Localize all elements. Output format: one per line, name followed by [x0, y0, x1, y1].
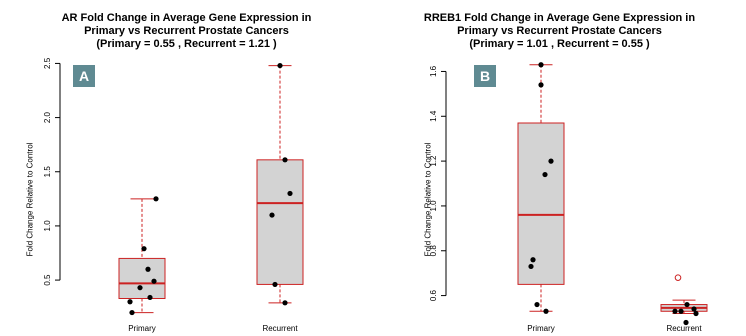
y-tick-label: 2.5 [43, 57, 52, 69]
chart-plot-a: 0.5 1.0 1.5 2.0 2.5 Primary Recurrent [43, 57, 304, 333]
data-point [269, 212, 275, 218]
data-point [684, 301, 690, 308]
y-tick-label: 1.2 [429, 155, 438, 167]
data-point [528, 263, 534, 270]
title-line-2: Primary vs Recurrent Prostate Cancers [457, 25, 662, 37]
data-point [538, 82, 544, 88]
y-tick-label: 0.6 [429, 289, 438, 301]
data-point [534, 301, 540, 308]
data-point [287, 190, 293, 197]
data-point [530, 257, 536, 263]
data-point [678, 308, 684, 314]
panel-label-b: B [474, 65, 496, 87]
data-point [282, 157, 288, 163]
data-point [272, 281, 278, 288]
y-tick-label: 1.0 [429, 200, 438, 212]
x-category-label: Primary [527, 324, 555, 333]
data-point [282, 300, 288, 306]
data-point [693, 310, 699, 317]
box-iqr [256, 159, 304, 285]
y-axis-label-b: Fold Change Relative to Control [423, 142, 433, 257]
data-point [129, 309, 135, 316]
chart-plot-b: 0.6 0.8 1.0 1.2 1.4 1.6 Primary Recurrent [429, 62, 708, 333]
y-tick-label: 1.5 [43, 166, 52, 178]
x-category-label: Primary [128, 324, 156, 333]
data-point [691, 306, 697, 312]
outlier-point [674, 274, 682, 281]
title-line-3: (Primary = 0.55 , Recurrent = 1.21 ) [96, 38, 277, 50]
data-point [141, 246, 147, 252]
data-point [147, 294, 153, 301]
data-point [277, 62, 283, 69]
data-point [151, 278, 157, 284]
data-point [127, 299, 133, 305]
y-tick-label: 1.0 [43, 220, 52, 232]
data-point [683, 319, 689, 326]
data-point [538, 62, 544, 68]
data-point [672, 308, 678, 314]
y-axis-label-a: Fold Change Relative to Control [25, 142, 35, 257]
y-tick-label: 2.0 [43, 111, 52, 123]
data-point [145, 266, 151, 272]
chart-panel-b: RREB1 Fold Change in Average Gene Expres… [373, 0, 746, 336]
chart-title-b: RREB1 Fold Change in Average Gene Expres… [373, 12, 746, 51]
chart-panel-a: AR Fold Change in Average Gene Expressio… [0, 12, 373, 333]
title-line-1: RREB1 Fold Change in Average Gene Expres… [423, 12, 696, 24]
data-point [137, 285, 143, 291]
box-iqr [517, 122, 565, 285]
y-tick-label: 1.6 [429, 65, 438, 77]
data-point [543, 308, 549, 314]
data-point [548, 158, 554, 164]
title-line-2: Primary vs Recurrent Prostate Cancers [84, 25, 289, 37]
data-point [153, 196, 159, 202]
panel-label-a: A [73, 65, 95, 87]
y-tick-label: 1.4 [429, 110, 438, 122]
title-line-3: (Primary = 1.01 , Recurrent = 0.55 ) [469, 38, 650, 50]
y-tick-label: 0.8 [429, 245, 438, 257]
title-line-1: AR Fold Change in Average Gene Expressio… [61, 12, 312, 24]
x-category-label: Recurrent [262, 324, 298, 333]
box-iqr [118, 257, 166, 299]
chart-title-a: AR Fold Change in Average Gene Expressio… [0, 12, 373, 51]
data-point [542, 171, 548, 178]
x-category-label: Recurrent [666, 324, 702, 333]
y-tick-label: 0.5 [43, 274, 52, 286]
